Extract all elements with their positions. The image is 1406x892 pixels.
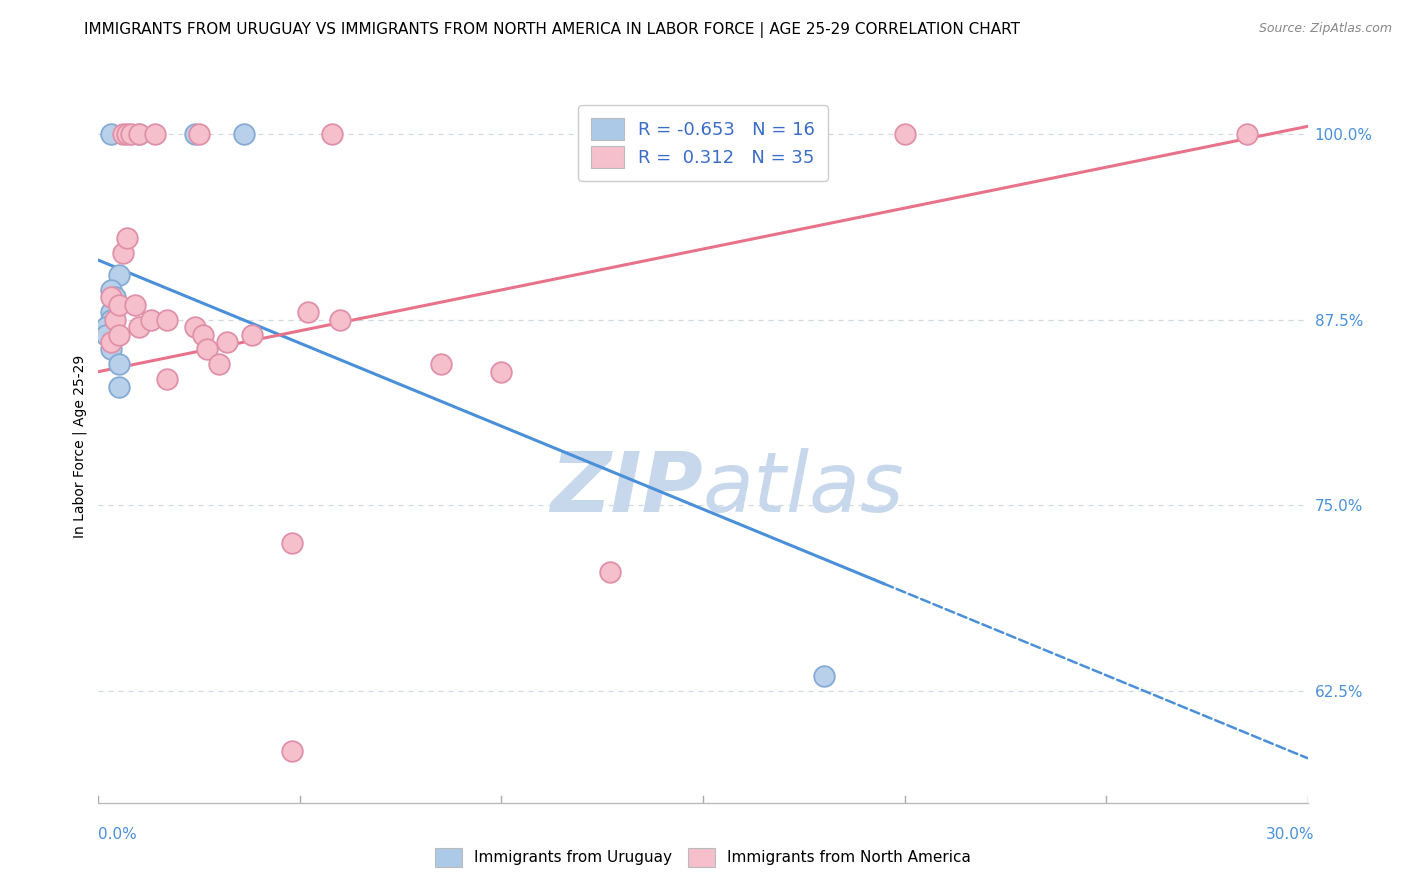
Point (281, 744, 304, 758)
Point (321, 127, 343, 141)
Point (184, 320, 207, 334)
Point (240, 327, 263, 342)
Point (111, 127, 134, 141)
Y-axis label: In Labor Force | Age 25-29: In Labor Force | Age 25-29 (73, 354, 87, 538)
Point (100, 305, 122, 319)
Point (111, 245, 134, 260)
Point (124, 298, 146, 312)
Point (281, 535, 304, 549)
Point (100, 127, 122, 141)
Point (184, 127, 207, 141)
Legend: Immigrants from Uruguay, Immigrants from North America: Immigrants from Uruguay, Immigrants from… (425, 838, 981, 877)
Point (107, 327, 129, 342)
Point (103, 290, 125, 304)
Point (143, 127, 166, 141)
Point (128, 127, 150, 141)
Point (120, 127, 142, 141)
Point (329, 312, 352, 326)
Point (100, 343, 122, 357)
Point (128, 127, 150, 141)
Point (631, 127, 654, 141)
Point (100, 312, 122, 326)
Text: 0.0%: 0.0% (98, 827, 138, 841)
Text: IMMIGRANTS FROM URUGUAY VS IMMIGRANTS FROM NORTH AMERICA IN LABOR FORCE | AGE 25: IMMIGRANTS FROM URUGUAY VS IMMIGRANTS FR… (84, 22, 1021, 38)
Point (107, 268, 129, 282)
Text: atlas: atlas (703, 449, 904, 529)
Point (100, 290, 122, 304)
Point (232, 127, 254, 141)
Point (813, 669, 835, 683)
Point (156, 372, 179, 386)
Point (100, 283, 122, 297)
Point (1236, 127, 1258, 141)
Point (139, 312, 162, 326)
Point (100, 334, 122, 349)
Point (103, 312, 125, 326)
Point (217, 334, 239, 349)
Point (156, 312, 179, 326)
Point (128, 320, 150, 334)
Text: 30.0%: 30.0% (1267, 827, 1315, 841)
Point (297, 305, 319, 319)
Point (208, 357, 231, 371)
Point (188, 127, 211, 141)
Point (115, 231, 138, 245)
Point (96, 327, 118, 342)
Point (107, 298, 129, 312)
Point (96, 320, 118, 334)
Point (193, 327, 215, 342)
Point (491, 365, 513, 379)
Point (195, 343, 218, 357)
Point (103, 298, 125, 312)
Point (430, 357, 453, 371)
Text: Source: ZipAtlas.com: Source: ZipAtlas.com (1258, 22, 1392, 36)
Point (107, 357, 129, 371)
Point (893, 127, 915, 141)
Point (115, 127, 138, 141)
Point (107, 379, 129, 393)
Text: ZIP: ZIP (550, 449, 703, 529)
Point (599, 566, 621, 580)
